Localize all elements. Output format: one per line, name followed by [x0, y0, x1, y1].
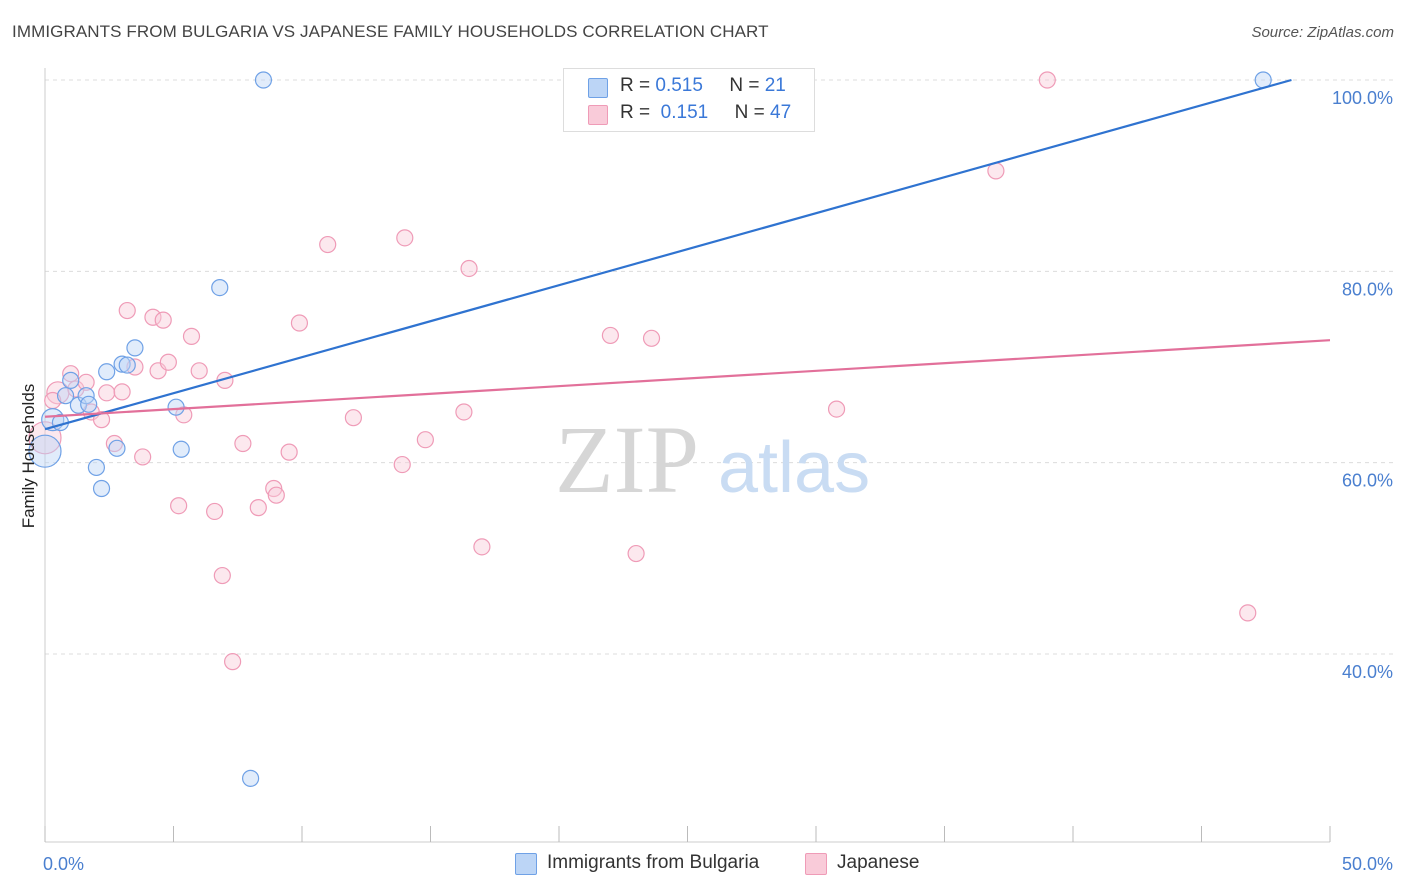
x-tick-label: 0.0% — [43, 854, 84, 874]
y-tick-label: 60.0% — [1342, 471, 1393, 491]
bulgaria-point — [254, 71, 273, 89]
legend-swatch-bulgaria — [588, 78, 608, 98]
japanese-point — [601, 326, 620, 345]
japanese-point — [92, 411, 111, 429]
japanese-points — [28, 71, 1257, 671]
japanese-point — [213, 566, 231, 585]
axes — [44, 68, 1331, 843]
japanese-point — [105, 434, 123, 453]
japanese-point — [344, 409, 362, 427]
correlation-legend: R = 0.515 N = 21 R = 0.151 N = 47 — [563, 68, 815, 132]
watermark: ZIP atlas — [555, 406, 870, 513]
japanese-point — [159, 353, 177, 371]
japanese-trend-line — [44, 339, 1331, 418]
japanese-point — [416, 431, 434, 449]
legend-r-value: 0.515 — [655, 75, 703, 96]
japanese-point — [206, 502, 224, 521]
bulgaria-point — [113, 355, 131, 373]
bottom-legend-label-japanese: Japanese — [837, 852, 920, 873]
japanese-point — [396, 229, 414, 247]
legend-n-value: 47 — [770, 102, 792, 123]
bulgaria-point — [87, 458, 106, 477]
bulgaria-point — [108, 439, 126, 457]
japanese-point — [827, 400, 846, 418]
japanese-point — [182, 327, 201, 345]
tick-labels: 40.0% 60.0% 80.0% 100.0% 0.0% 50.0% — [43, 88, 1393, 874]
japanese-point — [280, 443, 298, 461]
japanese-point — [67, 380, 85, 398]
bulgaria-point — [172, 440, 190, 458]
legend-n-label: N = — [734, 102, 765, 123]
japanese-point — [627, 544, 645, 563]
bulgaria-point — [56, 387, 75, 405]
y-tick-label: 40.0% — [1342, 662, 1393, 682]
trend-lines — [44, 78, 1331, 431]
watermark-atlas: atlas — [718, 428, 870, 508]
legend-r-label: R = — [620, 75, 651, 96]
bulgaria-point — [126, 339, 144, 357]
japanese-point — [642, 329, 661, 347]
y-tick-label: 100.0% — [1332, 88, 1393, 108]
japanese-point — [98, 384, 116, 402]
japanese-point — [393, 455, 411, 474]
japanese-point — [249, 499, 267, 517]
japanese-point — [267, 486, 285, 504]
japanese-point — [62, 365, 80, 383]
bulgaria-point — [118, 356, 136, 374]
bulgaria-point — [28, 434, 62, 468]
japanese-point — [319, 235, 337, 254]
bulgaria-points — [28, 71, 1272, 787]
bottom-legend-swatch-japanese — [805, 853, 827, 875]
japanese-point — [1239, 604, 1257, 622]
bulgaria-point — [167, 398, 185, 416]
source-label: Source: ZipAtlas.com — [1251, 24, 1394, 41]
japanese-point — [134, 448, 152, 466]
y-axis-label: Family Households — [19, 384, 38, 529]
bottom-legend-label-bulgaria: Immigrants from Bulgaria — [547, 852, 760, 873]
japanese-point — [28, 421, 62, 455]
japanese-point — [473, 538, 491, 556]
bulgaria-point — [211, 278, 229, 297]
legend-r-label: R = — [620, 102, 651, 123]
japanese-point — [234, 434, 252, 453]
legend-n-value: 21 — [764, 75, 786, 96]
x-tick-label: 50.0% — [1342, 854, 1393, 874]
japanese-point — [113, 383, 131, 401]
bulgaria-point — [80, 395, 98, 413]
japanese-point — [170, 497, 188, 515]
japanese-point — [265, 479, 283, 498]
y-tick-label: 80.0% — [1342, 279, 1393, 299]
bulgaria-point — [98, 363, 116, 381]
japanese-point — [154, 311, 172, 329]
watermark-zip: ZIP — [555, 406, 699, 513]
japanese-point — [224, 653, 242, 671]
japanese-point — [290, 314, 309, 332]
japanese-point — [118, 301, 136, 320]
bulgaria-point — [62, 371, 80, 389]
japanese-point — [190, 362, 208, 380]
japanese-point — [455, 403, 473, 421]
japanese-point — [1038, 71, 1056, 89]
bulgaria-point — [92, 479, 111, 498]
legend-swatch-japanese — [588, 105, 608, 125]
bottom-legend-swatch-bulgaria — [515, 853, 537, 875]
bulgaria-trend-line — [44, 78, 1292, 431]
japanese-point — [144, 308, 162, 326]
chart-title: IMMIGRANTS FROM BULGARIA VS JAPANESE FAM… — [12, 22, 769, 41]
legend-r-value: 0.151 — [660, 102, 709, 123]
legend-n-label: N = — [729, 75, 760, 96]
bulgaria-point — [242, 769, 260, 787]
japanese-point — [460, 259, 478, 278]
grid-lines — [45, 79, 1395, 655]
